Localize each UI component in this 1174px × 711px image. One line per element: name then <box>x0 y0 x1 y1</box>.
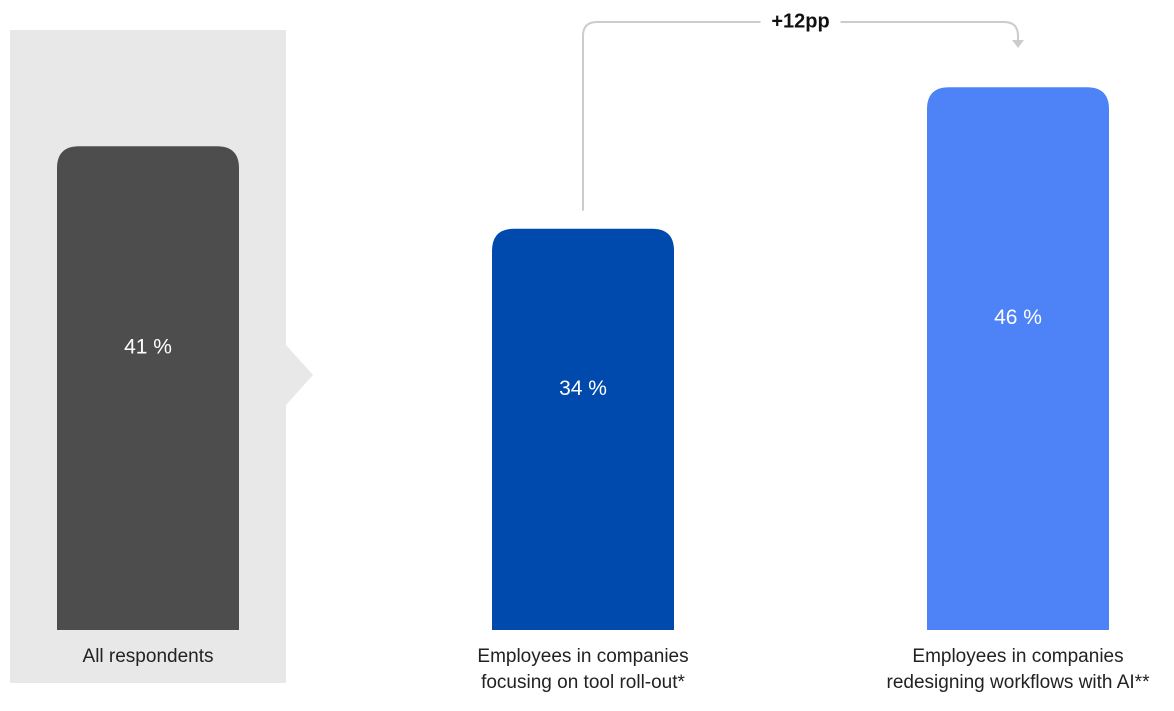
category-label-1: All respondents <box>83 646 214 667</box>
bar-2 <box>492 228 674 631</box>
bar-3 <box>927 87 1109 630</box>
difference-label: +12pp <box>771 10 829 32</box>
category-label-line: Employees in companies <box>912 646 1123 667</box>
category-label-line: redesigning workflows with AI** <box>887 672 1151 693</box>
category-label-3: Employees in companies redesigning workfl… <box>887 646 1151 693</box>
arrow-down-icon <box>1012 40 1024 48</box>
category-label-line: focusing on tool roll-out* <box>481 672 685 693</box>
connector-line-left <box>582 21 761 211</box>
bar-value-label-1: 41 % <box>124 336 172 359</box>
category-label-line: All respondents <box>83 646 214 667</box>
category-label-line: Employees in companies <box>477 646 688 667</box>
bar-value-label-2: 34 % <box>559 377 607 400</box>
connector-line-right <box>840 21 1019 40</box>
category-label-2: Employees in companies focusing on tool r… <box>477 646 688 693</box>
bar-value-label-3: 46 % <box>994 306 1042 329</box>
bar-1 <box>57 146 239 630</box>
